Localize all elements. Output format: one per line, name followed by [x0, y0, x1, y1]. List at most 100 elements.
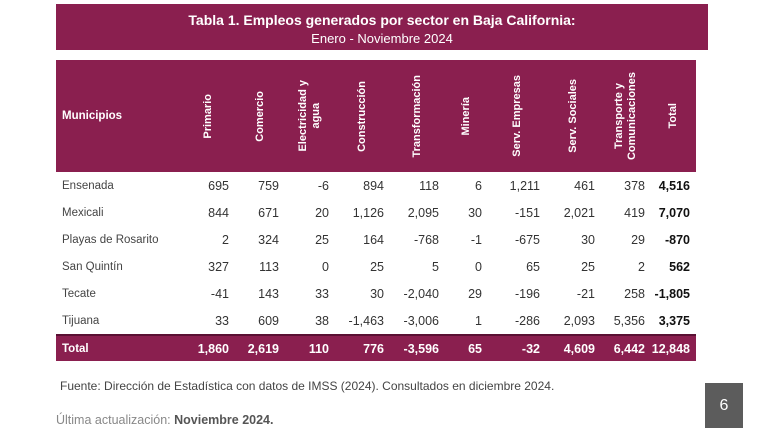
cell-comercio: 671	[258, 205, 279, 220]
cell-comercio: 324	[258, 232, 279, 247]
cell-transformacion: -2,040	[403, 286, 439, 301]
header-serv-sociales: Serv. Sociales	[546, 60, 601, 172]
cell-construccion: 1,126	[352, 205, 384, 220]
last-updated-value: Noviembre 2024.	[174, 413, 274, 427]
cell-mineria: 6	[475, 178, 482, 193]
last-updated: Última actualización: Noviembre 2024.	[56, 413, 273, 427]
cell-serv-sociales: 30	[581, 232, 595, 247]
cell-electricidad: 25	[315, 232, 329, 247]
total-construccion: 776	[335, 334, 390, 361]
cell-municipio: Mexicali	[62, 206, 104, 219]
last-updated-label: Última actualización:	[56, 413, 171, 427]
cell-total: -870	[664, 232, 690, 247]
total-electricidad: 110	[285, 334, 335, 361]
cell-comercio: 113	[259, 259, 279, 274]
cell-primario: -41	[210, 286, 229, 301]
cell-electricidad: 0	[322, 259, 329, 274]
cell-municipio: Tijuana	[62, 314, 100, 327]
cell-transformacion: -3,006	[403, 313, 439, 328]
employment-table-container: Municipios Primario Comercio Electricida…	[56, 60, 696, 361]
cell-municipio: San Quintín	[62, 260, 123, 273]
cell-serv-sociales: 25	[581, 259, 595, 274]
cell-primario: 2	[222, 232, 229, 247]
cell-serv-sociales: 461	[574, 178, 595, 193]
cell-primario: 695	[208, 178, 229, 193]
cell-mineria: 1	[475, 313, 482, 328]
employment-table: Municipios Primario Comercio Electricida…	[56, 60, 696, 361]
table-title-banner: Tabla 1. Empleos generados por sector en…	[56, 4, 708, 50]
cell-construccion: 30	[370, 286, 384, 301]
cell-primario: 327	[208, 259, 229, 274]
cell-mineria: -1	[470, 232, 482, 247]
total-serv-empresas: -32	[488, 334, 546, 361]
cell-transformacion: -768	[413, 232, 439, 247]
total-row: Total 1,860 2,619 110 776 -3,596 65 -32 …	[56, 334, 696, 361]
cell-transporte: 378	[624, 178, 645, 193]
source-note: Fuente: Dirección de Estadística con dat…	[60, 379, 555, 393]
cell-serv-sociales: 2,021	[563, 205, 595, 220]
cell-serv-empresas: -196	[514, 286, 540, 301]
cell-construccion: 25	[370, 259, 384, 274]
cell-serv-sociales: 2,093	[563, 313, 595, 328]
total-comercio: 2,619	[235, 334, 285, 361]
cell-municipio: Ensenada	[62, 179, 114, 192]
cell-transporte: 2	[638, 259, 645, 274]
cell-transporte: 419	[624, 205, 645, 220]
cell-total: 562	[669, 259, 690, 274]
header-mineria: Minería	[445, 60, 488, 172]
table-row: Tecate -41 143 33 30 -2,040 29 -196 -21 …	[56, 280, 696, 307]
cell-primario: 844	[208, 205, 229, 220]
cell-transporte: 5,356	[613, 313, 645, 328]
header-total: Total	[651, 60, 696, 172]
cell-comercio: 759	[258, 178, 279, 193]
header-construccion: Construcción	[335, 60, 390, 172]
cell-construccion: 894	[363, 178, 384, 193]
cell-comercio: 609	[258, 313, 279, 328]
cell-electricidad: 33	[315, 286, 329, 301]
cell-total: 4,516	[658, 178, 690, 193]
table-row: Playas de Rosarito 2 324 25 164 -768 -1 …	[56, 226, 696, 253]
cell-transporte: 29	[631, 232, 645, 247]
table-title: Tabla 1. Empleos generados por sector en…	[188, 12, 576, 28]
table-row: San Quintín 327 113 0 25 5 0 65 25 2 562	[56, 253, 696, 280]
total-total: 12,848	[651, 334, 696, 361]
cell-municipio: Playas de Rosarito	[62, 233, 159, 246]
total-primario: 1,860	[181, 334, 235, 361]
cell-municipio: Tecate	[62, 287, 96, 300]
table-row: Tijuana 33 609 38 -1,463 -3,006 1 -286 2…	[56, 307, 696, 335]
cell-serv-empresas: 1,211	[509, 178, 540, 193]
table-row: Mexicali 844 671 20 1,126 2,095 30 -151 …	[56, 199, 696, 226]
header-municipios: Municipios	[56, 60, 181, 172]
header-primario: Primario	[181, 60, 235, 172]
cell-serv-empresas: -675	[514, 232, 540, 247]
cell-mineria: 30	[468, 205, 482, 220]
cell-total: -1,805	[654, 286, 690, 301]
table-header-row: Municipios Primario Comercio Electricida…	[56, 60, 696, 172]
header-electricidad: Electricidad y agua	[285, 60, 335, 172]
table-subtitle: Enero - Noviembre 2024	[311, 31, 453, 46]
total-serv-sociales: 4,609	[546, 334, 601, 361]
cell-electricidad: 20	[315, 205, 329, 220]
header-transporte: Transporte y Comunicaciones	[601, 60, 651, 172]
cell-total: 7,070	[658, 205, 690, 220]
cell-transporte: 258	[624, 286, 645, 301]
cell-primario: 33	[215, 313, 229, 328]
page-number-badge: 6	[705, 383, 743, 428]
cell-comercio: 143	[258, 286, 279, 301]
cell-transformacion: 5	[432, 259, 439, 274]
cell-serv-empresas: 65	[526, 259, 540, 274]
cell-serv-empresas: -151	[514, 205, 540, 220]
cell-transformacion: 2,095	[407, 205, 439, 220]
header-comercio: Comercio	[235, 60, 285, 172]
cell-serv-empresas: -286	[514, 313, 540, 328]
total-label: Total	[56, 334, 181, 361]
cell-serv-sociales: -21	[576, 286, 595, 301]
cell-construccion: -1,463	[348, 313, 384, 328]
total-transporte: 6,442	[601, 334, 651, 361]
header-serv-empresas: Serv. Empresas	[488, 60, 546, 172]
cell-mineria: 0	[475, 259, 482, 274]
cell-electricidad: 38	[315, 313, 329, 328]
cell-electricidad: -6	[317, 178, 329, 193]
table-row: Ensenada 695 759 -6 894 118 6 1,211 461 …	[56, 172, 696, 199]
total-mineria: 65	[445, 334, 488, 361]
